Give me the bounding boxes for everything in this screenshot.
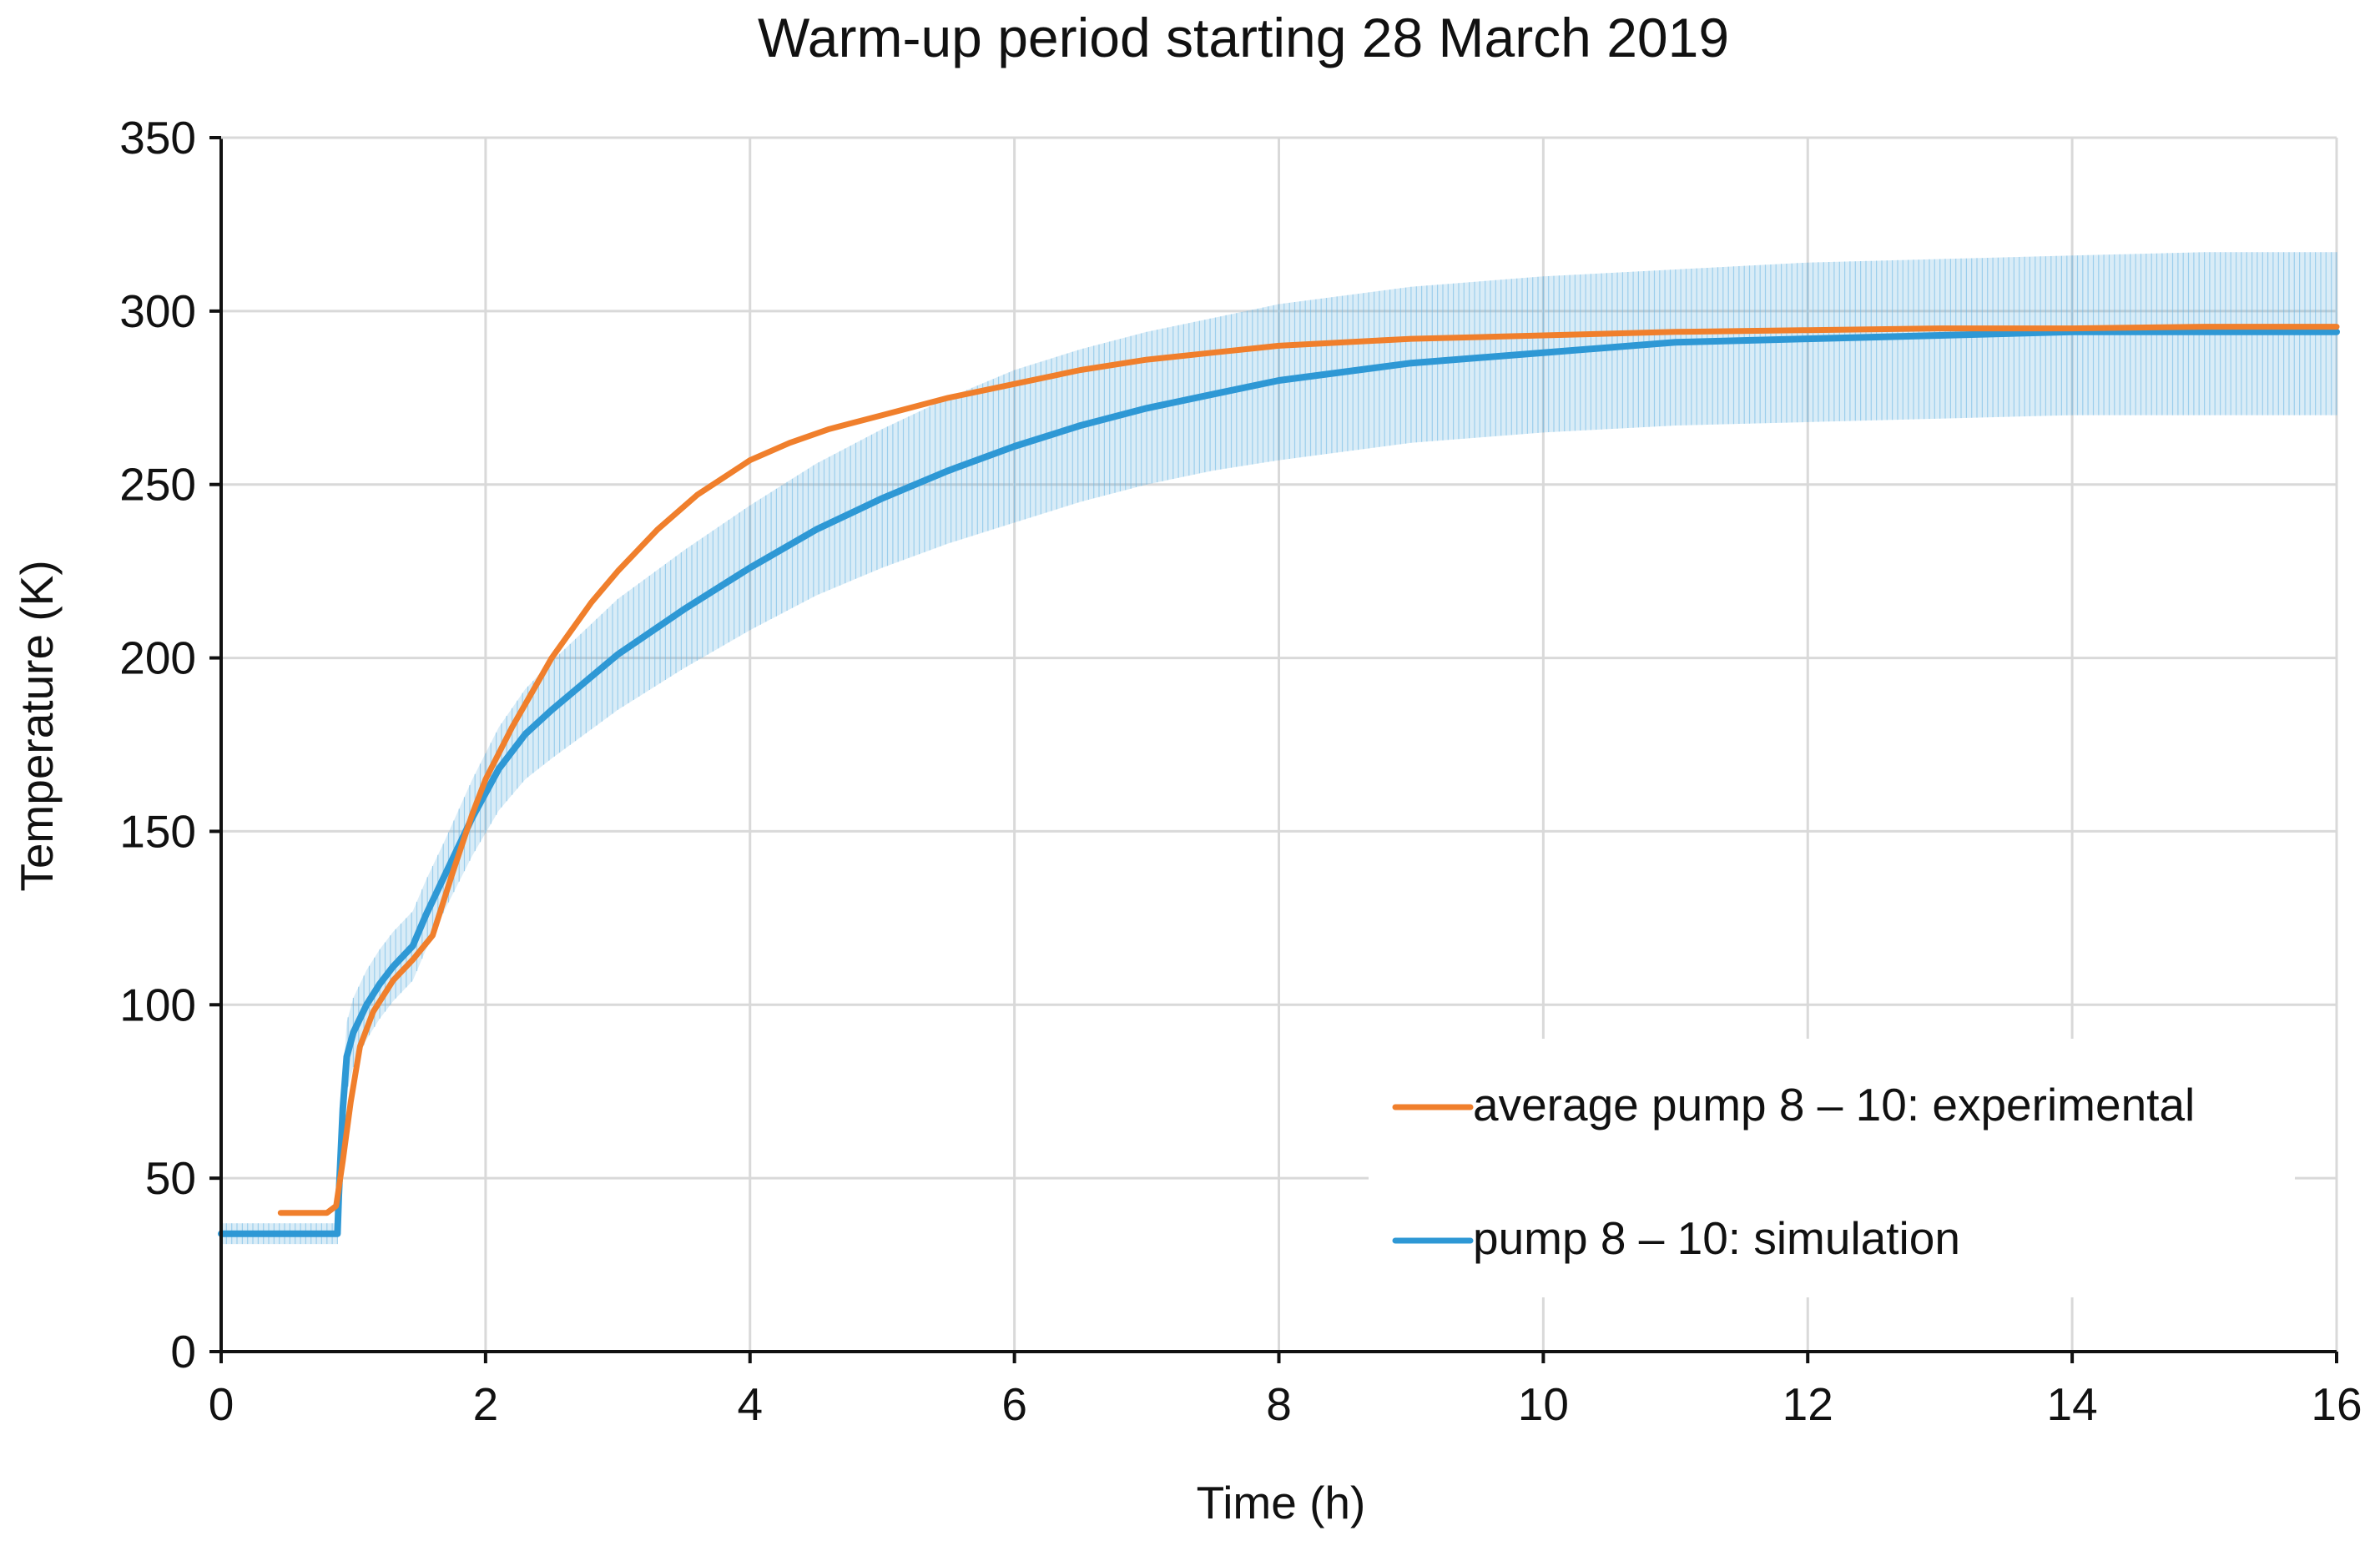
x-tick-label: 10	[1518, 1378, 1569, 1430]
x-tick-label: 14	[2047, 1378, 2098, 1430]
x-tick-label: 4	[737, 1378, 763, 1430]
axes-layer	[209, 136, 2338, 1363]
x-tick-label: 8	[1266, 1378, 1292, 1430]
y-tick-label: 100	[119, 979, 196, 1030]
chart-title: Warm-up period starting 28 March 2019	[758, 7, 1729, 68]
series-line-experimental	[277, 324, 2340, 1216]
x-tick-label: 12	[1782, 1378, 1833, 1430]
x-tick-label: 16	[2311, 1378, 2362, 1430]
legend-box	[1369, 1039, 2295, 1297]
series-line-simulation	[218, 328, 2340, 1237]
x-tick-label: 6	[1001, 1378, 1027, 1430]
legend-label-simulation: pump 8 – 10: simulation	[1473, 1212, 1960, 1264]
x-tick-label: 2	[473, 1378, 499, 1430]
x-axis-label: Time (h)	[1197, 1477, 1366, 1528]
y-tick-label: 0	[170, 1326, 196, 1377]
legend-label-experimental: average pump 8 – 10: experimental	[1473, 1079, 2195, 1131]
tick-labels-layer: 0 2 4 6 8 10 12 14 16 0 50 100 150 200 250 300 350	[119, 112, 2362, 1430]
y-tick-label: 200	[119, 632, 196, 684]
y-axis-label: Temperature (K)	[11, 560, 63, 891]
legend: average pump 8 – 10: experimental pump 8…	[1392, 1079, 2195, 1264]
series-line-layer	[218, 324, 2340, 1237]
y-tick-label: 150	[119, 805, 196, 857]
x-tick-label: 0	[209, 1378, 234, 1430]
y-tick-label: 50	[145, 1152, 196, 1204]
y-tick-label: 350	[119, 112, 196, 164]
y-tick-label: 300	[119, 285, 196, 337]
y-tick-label: 250	[119, 459, 196, 511]
